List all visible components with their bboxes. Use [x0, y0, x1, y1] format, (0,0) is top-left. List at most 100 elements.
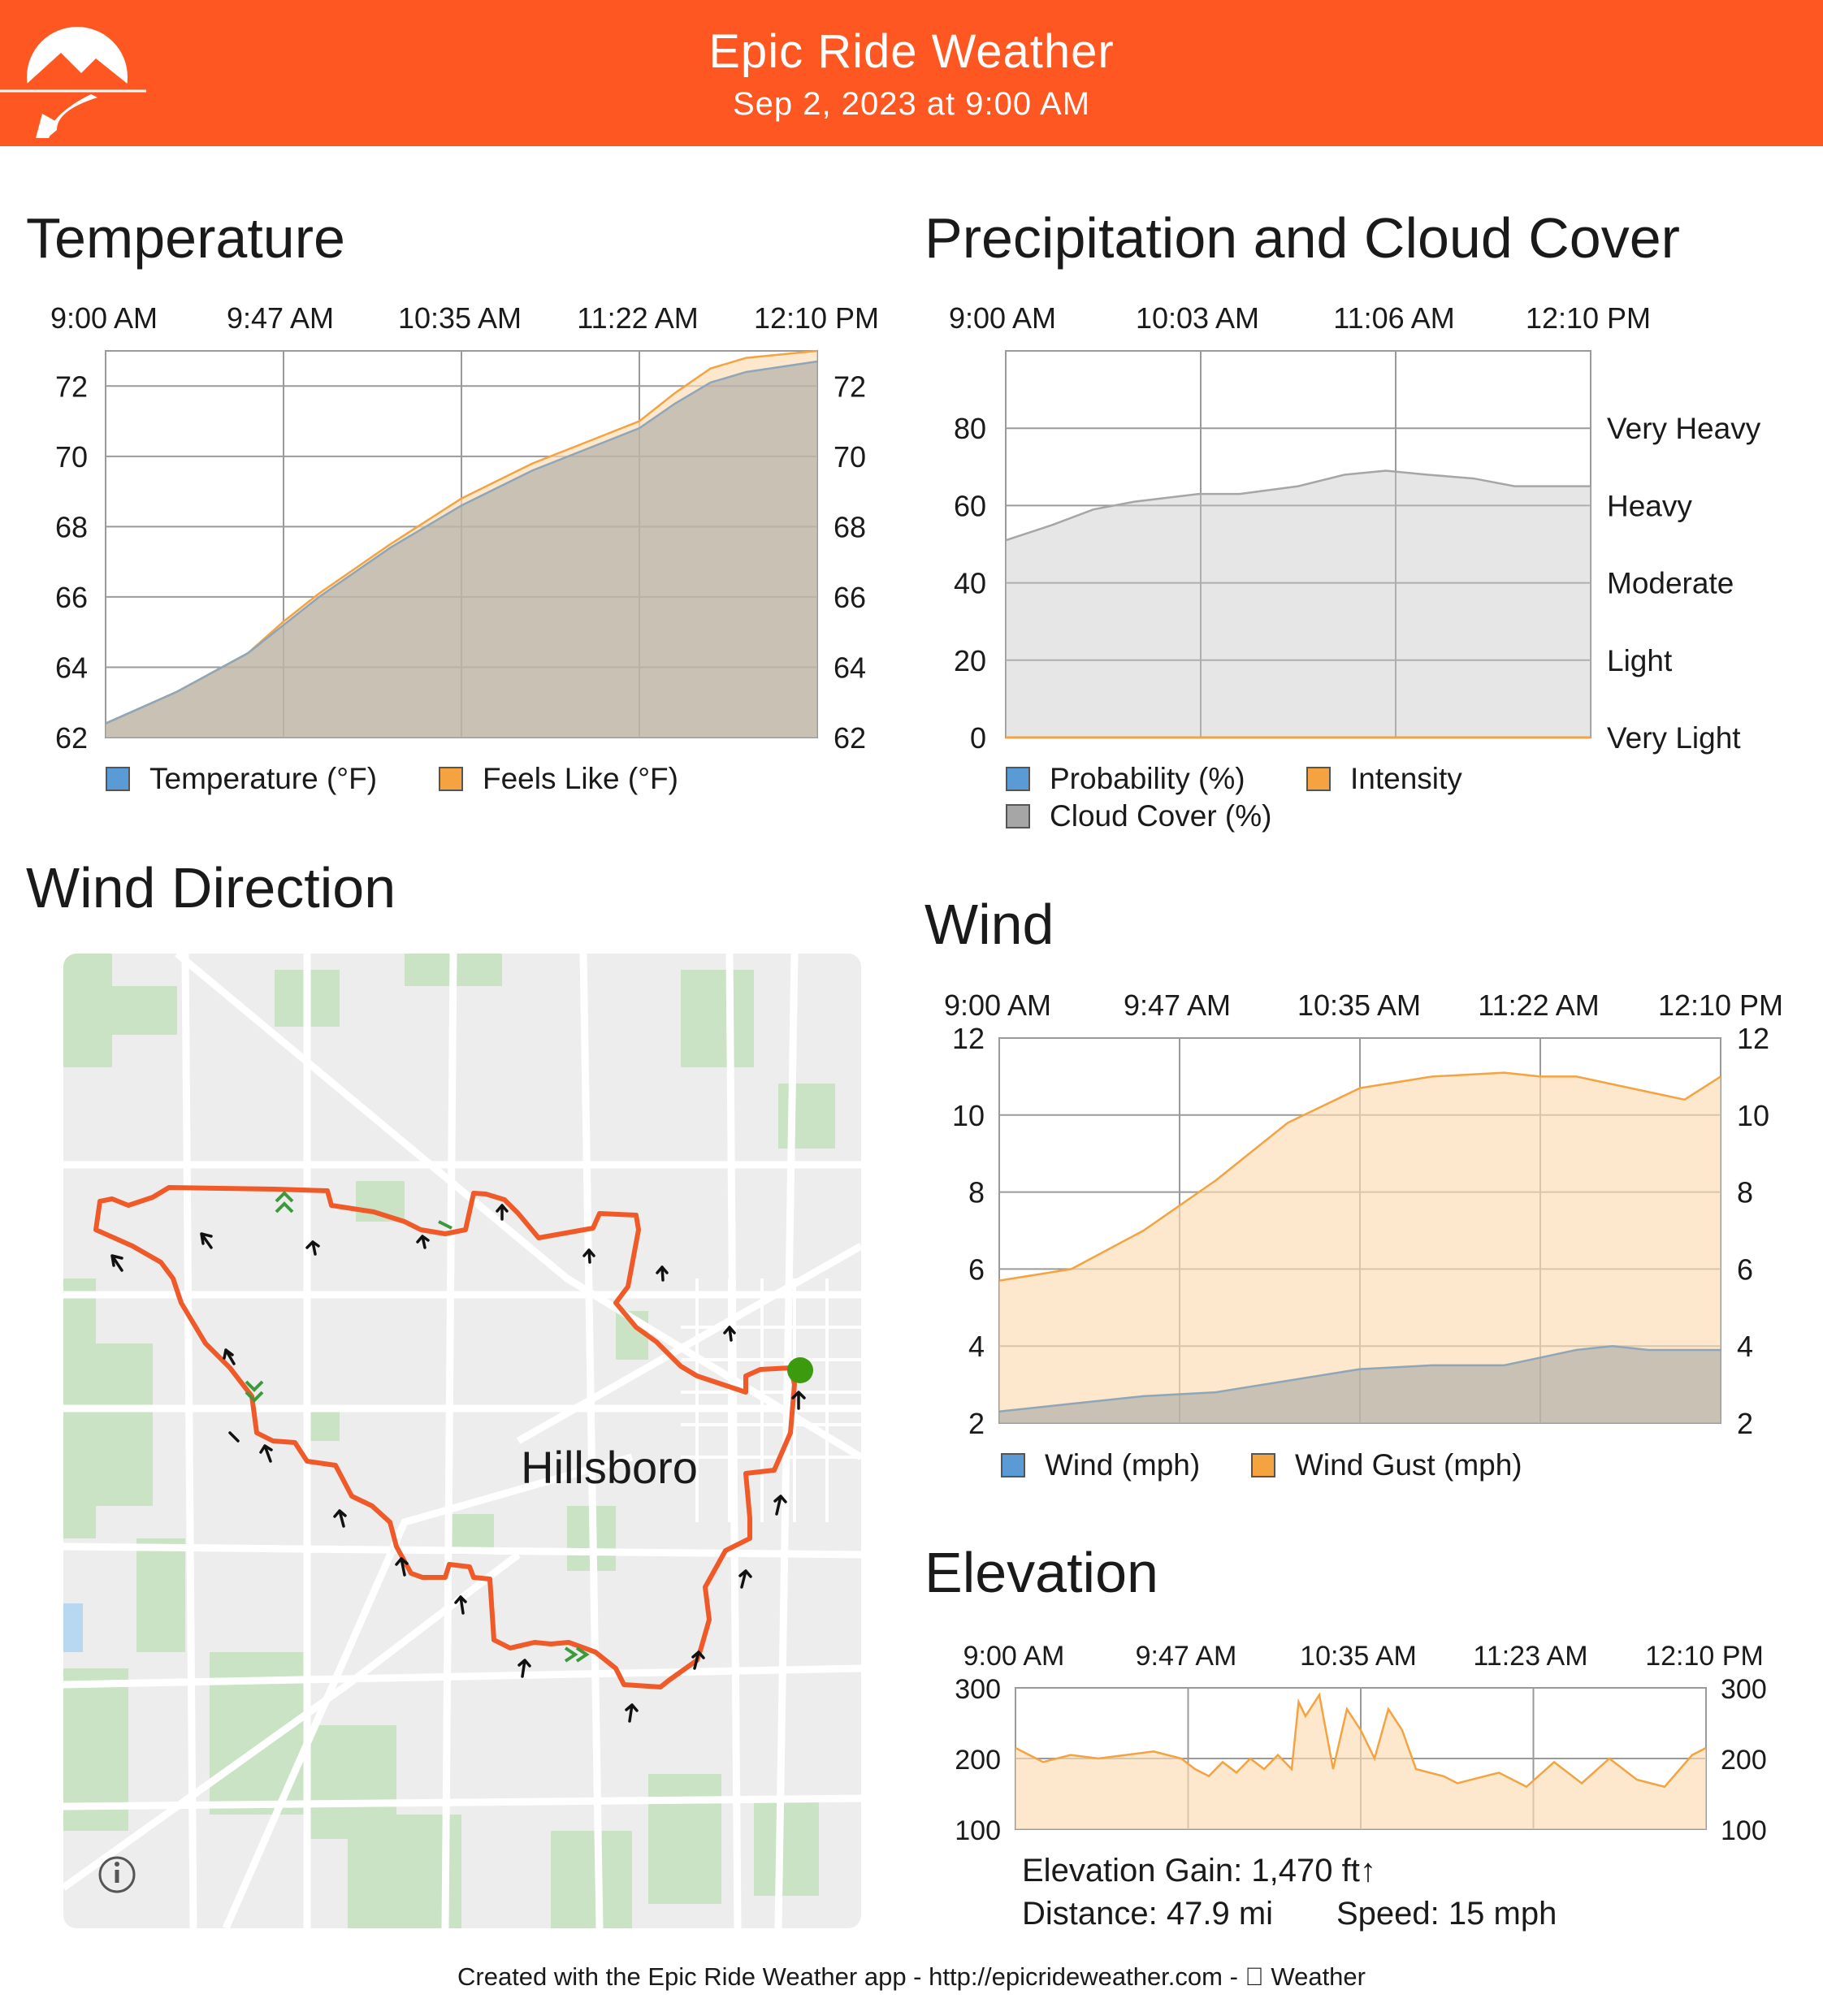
elevation-y-tick-label: 300	[955, 1674, 1001, 1705]
wind-y-tick-label: 6	[968, 1252, 985, 1286]
mountain-logo-icon	[0, 27, 146, 146]
wind-time-label: 9:47 AM	[1124, 989, 1231, 1022]
map-lake	[63, 1603, 83, 1652]
wind-y-tick-label-right: 10	[1737, 1099, 1769, 1132]
city-label: Hillsboro	[521, 1442, 698, 1493]
temperature-y-tick-label: 64	[55, 651, 88, 684]
precipitation-y-tick-label: 40	[954, 567, 986, 600]
legend-swatch-wind	[1001, 1453, 1025, 1477]
legend-item-probability: Probability (%)	[1006, 762, 1245, 796]
legend-label-wind: Wind (mph)	[1045, 1448, 1201, 1482]
wind-y-tick-label-right: 8	[1737, 1176, 1753, 1209]
ride-speed: Speed: 15 mph	[1336, 1896, 1557, 1932]
elevation-area-0	[1015, 1694, 1706, 1829]
elevation-time-label: 9:00 AM	[963, 1641, 1065, 1672]
legend-swatch-wind-gust	[1251, 1453, 1275, 1477]
precipitation-y-tick-label: 0	[970, 721, 986, 755]
legend-label-probability: Probability (%)	[1050, 762, 1245, 795]
elevation-y-tick-label-right: 300	[1721, 1674, 1767, 1705]
elevation-y-tick-label: 100	[955, 1815, 1001, 1846]
intensity-label: Very Heavy	[1607, 412, 1761, 445]
wind-arrows	[110, 1204, 806, 1723]
wind-title: Wind	[924, 893, 1054, 956]
wind-y-tick-label-right: 4	[1737, 1330, 1753, 1363]
legend-label-temperature: Temperature (°F)	[149, 762, 378, 795]
temperature-y-tick-label: 70	[55, 440, 88, 474]
elevation-time-label: 10:35 AM	[1300, 1641, 1417, 1672]
precipitation-plot-area	[1005, 350, 1591, 738]
temperature-y-tick-label-right: 68	[834, 510, 866, 543]
footer-credit: Created with the Epic Ride Weather app -…	[457, 1962, 1366, 1991]
wind-y-tick-label-right: 12	[1737, 1022, 1769, 1055]
temperature-y-tick-label: 68	[55, 510, 88, 543]
app-title: Epic Ride Weather	[708, 25, 1115, 78]
ride-distance: Distance: 47.9 mi	[1022, 1896, 1274, 1932]
precipitation-time-label: 9:00 AM	[949, 301, 1056, 335]
precipitation-title: Precipitation and Cloud Cover	[924, 206, 1680, 270]
elevation-y-tick-label-right: 100	[1721, 1815, 1767, 1846]
legend-swatch-cloud-cover	[1006, 804, 1030, 828]
precipitation-time-label: 12:10 PM	[1526, 301, 1651, 335]
wind-area-1	[999, 1072, 1721, 1423]
intensity-label: Heavy	[1607, 489, 1692, 522]
elevation-time-label: 12:10 PM	[1645, 1641, 1764, 1672]
elevation-y-tick-label: 200	[955, 1745, 1001, 1776]
legend-swatch-feels-like	[439, 767, 463, 791]
precipitation-y-tick-label: 60	[954, 489, 986, 522]
legend-item-wind-gust: Wind Gust (mph)	[1251, 1448, 1522, 1482]
wind-line-1	[998, 1071, 1721, 1282]
route-direction-chevrons	[245, 1191, 590, 1663]
map-downtown-roads	[681, 1278, 861, 1522]
temperature-y-tick-label-right: 70	[834, 440, 866, 474]
wind-y-tick-label-right: 6	[1737, 1252, 1753, 1286]
wind-time-label: 9:00 AM	[944, 989, 1051, 1022]
temperature-time-label: 9:47 AM	[227, 301, 334, 335]
route-map-canvas: Hillsboro	[63, 954, 861, 1928]
wind-time-label: 12:10 PM	[1658, 989, 1783, 1022]
wind-y-tick-label: 4	[968, 1330, 985, 1363]
temperature-line-0	[105, 360, 818, 725]
route-map[interactable]: Hillsboro	[63, 954, 861, 1928]
legend-label-cloud-cover: Cloud Cover (%)	[1050, 799, 1272, 833]
legend-item-wind: Wind (mph)	[1001, 1448, 1200, 1482]
temperature-y-tick-label-right: 72	[834, 370, 866, 403]
precipitation-y-tick-label: 80	[954, 412, 986, 445]
temperature-y-tick-label: 62	[55, 721, 88, 755]
legend-item-intensity: Intensity	[1306, 762, 1462, 796]
legend-item-feels-like: Feels Like (°F)	[439, 762, 678, 796]
elevation-line-0	[1015, 1692, 1707, 1789]
wind-y-tick-label: 12	[952, 1022, 985, 1055]
precipitation-y-tick-label: 20	[954, 644, 986, 677]
ride-route	[93, 1185, 797, 1689]
legend-item-cloud-cover: Cloud Cover (%)	[1006, 799, 1271, 833]
start-marker[interactable]	[787, 1357, 813, 1383]
precipitation-time-label: 10:03 AM	[1136, 301, 1259, 335]
intensity-label: Light	[1607, 644, 1673, 677]
temperature-y-tick-label-right: 64	[834, 651, 866, 684]
temperature-y-tick-label: 66	[55, 581, 88, 614]
legend-swatch-intensity	[1306, 767, 1331, 791]
wind-y-tick-label-right: 2	[1737, 1407, 1753, 1440]
temperature-y-tick-label-right: 62	[834, 721, 866, 755]
elevation-time-label: 9:47 AM	[1136, 1641, 1237, 1672]
intensity-label: Very Light	[1607, 721, 1741, 755]
elevation-time-label: 11:23 AM	[1473, 1641, 1587, 1672]
legend-item-temperature: Temperature (°F)	[106, 762, 377, 796]
map-roads	[63, 954, 861, 1928]
temperature-time-label: 11:22 AM	[577, 301, 698, 335]
wind-y-tick-label: 2	[968, 1407, 985, 1440]
elevation-gain: Elevation Gain: 1,470 ft↑	[1022, 1853, 1376, 1888]
temperature-title: Temperature	[26, 206, 345, 270]
wind-line-0	[998, 1344, 1721, 1413]
precipitation-time-label: 11:06 AM	[1333, 301, 1454, 335]
wind-area-0	[999, 1346, 1721, 1423]
precipitation-area-2	[1006, 470, 1591, 738]
precipitation-line-2	[1005, 469, 1591, 542]
wind-time-label: 10:35 AM	[1297, 989, 1421, 1022]
elevation-y-tick-label-right: 200	[1721, 1745, 1767, 1776]
temperature-time-label: 10:35 AM	[398, 301, 522, 335]
temperature-area-0	[106, 361, 817, 738]
legend-label-feels-like: Feels Like (°F)	[483, 762, 678, 795]
info-icon[interactable]	[98, 1856, 136, 1893]
